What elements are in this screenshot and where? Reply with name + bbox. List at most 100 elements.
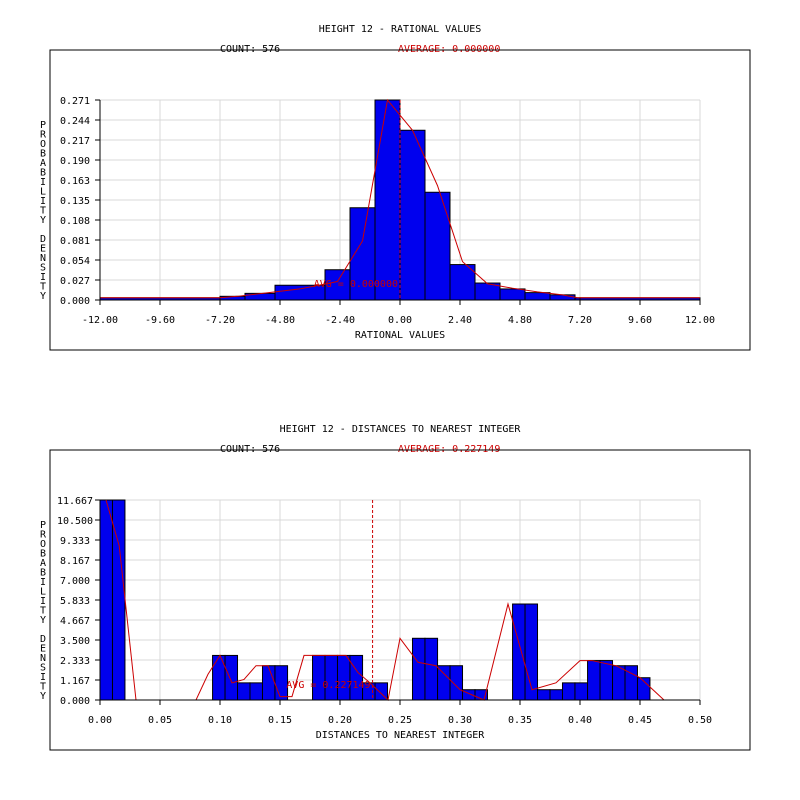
- chart2-bar: [249, 682, 263, 701]
- chart2-y-axis-label-char: L: [40, 587, 46, 598]
- chart2-x-tick-label: 0.05: [148, 715, 172, 726]
- chart2-y-axis-label-char: E: [40, 644, 46, 655]
- chart1-bar: [449, 264, 476, 301]
- chart1-y-axis-label-char: T: [40, 282, 46, 293]
- chart2-y-tick-label: 1.167: [60, 676, 90, 687]
- chart2-bar: [99, 499, 113, 701]
- chart1-bar: [549, 294, 576, 301]
- chart2-x-tick-label: 0.25: [388, 715, 412, 726]
- chart2-frame: [49, 449, 751, 751]
- chart1-x-tick-label: 12.00: [685, 315, 715, 326]
- chart2-bar: [411, 637, 426, 701]
- chart2-y-axis-label-char: S: [40, 663, 46, 674]
- chart1-average-marker-label: AVG = 0.000000: [314, 279, 398, 290]
- chart2-bar: [612, 665, 626, 701]
- chart2-x-tick-label: 0.20: [328, 715, 352, 726]
- chart2-bar: [324, 654, 338, 701]
- chart1-x-tick-label: 0.00: [388, 315, 412, 326]
- chart1-bar: [424, 191, 451, 301]
- chart1-x-tick-label: 7.20: [568, 315, 592, 326]
- chart1-y-axis-label-char: R: [40, 130, 47, 141]
- chart1-title: HEIGHT 12 - RATIONAL VALUES: [319, 24, 482, 35]
- chart2-x-tick-label: 0.45: [628, 715, 652, 726]
- chart2-x-tick-label: 0.35: [508, 715, 532, 726]
- chart2-y-tick-label: 2.333: [60, 656, 90, 667]
- chart1-y-axis-label-char: D: [40, 234, 46, 245]
- chart2-bar: [449, 665, 464, 701]
- chart1-y-axis-label-char: B: [40, 168, 46, 179]
- chart1-y-tick-label: 0.054: [60, 256, 90, 267]
- chart2-x-tick-label: 0.40: [568, 715, 592, 726]
- chart1-x-tick-label: -12.00: [82, 315, 118, 326]
- chart2-bar: [437, 665, 451, 701]
- chart1-y-axis-label-char: I: [40, 196, 46, 207]
- chart2-y-tick-label: 5.833: [60, 596, 90, 607]
- chart1-bar: [324, 269, 351, 301]
- chart1-y-tick-label: 0.190: [60, 156, 90, 167]
- chart2-bar: [587, 660, 601, 701]
- chart2-x-tick-label: 0.30: [448, 715, 472, 726]
- chart1-y-axis-label-char: T: [40, 206, 46, 217]
- chart1-bar: [499, 288, 526, 301]
- chart2-x-tick-label: 0.10: [208, 715, 232, 726]
- chart2-y-tick-label: 3.500: [60, 636, 90, 647]
- chart1-x-tick-label: -9.60: [145, 315, 175, 326]
- chart2-bar: [349, 654, 364, 701]
- chart2-y-axis-label-char: I: [40, 596, 46, 607]
- chart2-y-axis-label-char: Y: [40, 691, 46, 702]
- chart1-y-tick-label: 0.217: [60, 136, 90, 147]
- chart1-density-line: [100, 98, 700, 299]
- chart1-y-tick-label: 0.081: [60, 236, 90, 247]
- chart2-y-axis-label-char: I: [40, 577, 46, 588]
- chart1-y-axis-label-char: S: [40, 263, 46, 274]
- chart2-bar: [424, 637, 439, 701]
- chart2-bar: [549, 689, 563, 701]
- chart2-bar: [537, 689, 551, 701]
- chart2-y-axis-label-char: B: [40, 549, 46, 560]
- chart1-y-axis-label-char: O: [40, 139, 46, 150]
- chart1-y-axis-label-char: N: [40, 253, 46, 264]
- chart2-y-tick-label: 11.667: [57, 496, 93, 507]
- chart2-y-axis-label-char: A: [40, 558, 46, 569]
- chart2-bar: [261, 665, 276, 701]
- chart1-x-tick-label: -2.40: [325, 315, 355, 326]
- chart2-y-axis-label-char: B: [40, 568, 46, 579]
- chart1-y-tick-label: 0.163: [60, 176, 90, 187]
- chart1-y-tick-label: 0.271: [60, 96, 90, 107]
- chart1-y-tick-label: 0.108: [60, 216, 90, 227]
- chart2-bar: [237, 682, 251, 701]
- chart2-bar: [574, 682, 589, 701]
- chart2-title: HEIGHT 12 - DISTANCES TO NEAREST INTEGER: [280, 424, 522, 435]
- chart2-bar: [599, 660, 614, 701]
- chart2-y-axis-label-char: O: [40, 539, 46, 550]
- chart1-y-tick-label: 0.000: [60, 296, 90, 307]
- chart1-y-tick-label: 0.135: [60, 196, 90, 207]
- chart1-y-axis-label-char: I: [40, 177, 46, 188]
- chart1-y-tick-label: 0.027: [60, 276, 90, 287]
- chart2-average-marker-label: AVG = 0.227149: [286, 680, 370, 691]
- chart2-y-axis-label-char: N: [40, 653, 46, 664]
- chart1-bar: [399, 129, 426, 301]
- chart1-x-axis-label: RATIONAL VALUES: [355, 330, 445, 341]
- chart2-x-tick-label: 0.50: [688, 715, 712, 726]
- chart2-y-tick-label: 7.000: [60, 576, 90, 587]
- chart1-y-axis-label-char: Y: [40, 215, 46, 226]
- chart1-y-axis-label-char: L: [40, 187, 46, 198]
- chart1-bar: [374, 99, 401, 301]
- chart1-y-axis-label-char: P: [40, 120, 46, 131]
- chart1-y-axis-label-char: A: [40, 158, 46, 169]
- chart2-bar: [224, 654, 239, 701]
- chart2-bar: [336, 654, 351, 701]
- chart2-y-tick-label: 10.500: [57, 516, 93, 527]
- chart1-bar: [524, 292, 551, 301]
- chart1-x-tick-label: 9.60: [628, 315, 652, 326]
- chart1-bar: [244, 292, 276, 301]
- chart1-x-tick-label: -7.20: [205, 315, 235, 326]
- chart2-y-axis-label-char: R: [40, 530, 47, 541]
- chart1-x-tick-label: 4.80: [508, 315, 532, 326]
- chart2-y-tick-label: 0.000: [60, 696, 90, 707]
- chart1-frame: [49, 49, 751, 351]
